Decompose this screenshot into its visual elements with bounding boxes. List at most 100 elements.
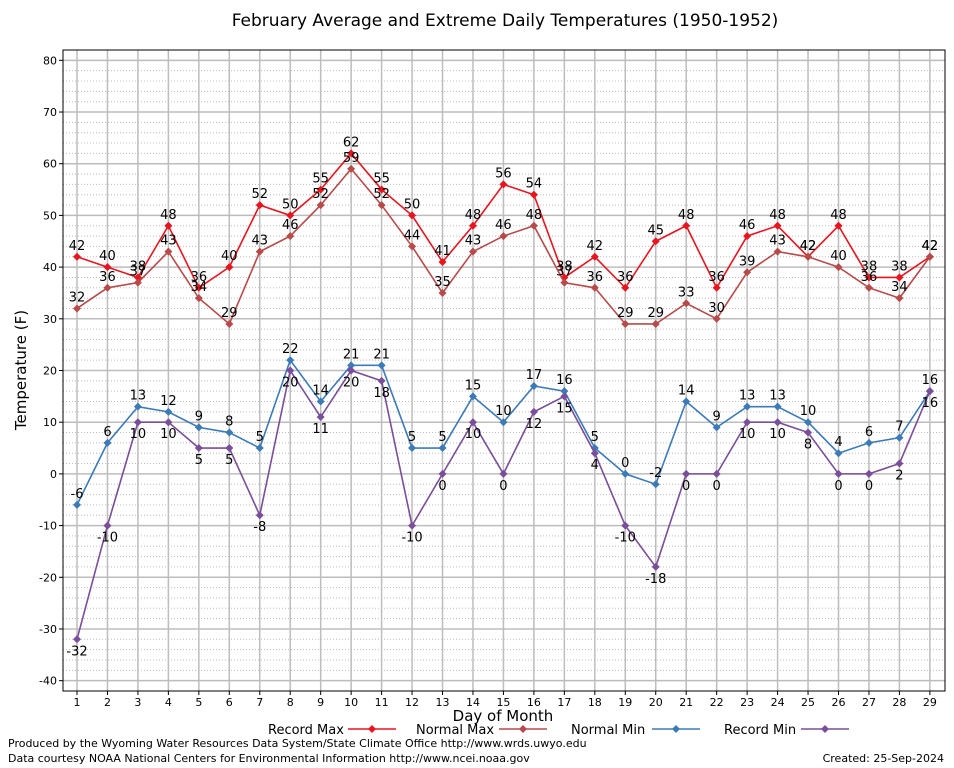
x-tick-label: 11: [375, 696, 389, 709]
chart-title: February Average and Extreme Daily Tempe…: [232, 11, 779, 31]
data-point: [682, 469, 691, 478]
data-label: 15: [465, 378, 482, 393]
data-point: [651, 237, 660, 246]
data-point: [804, 428, 813, 437]
data-label: 16: [922, 396, 939, 411]
legend-item-record-min: Record Min: [724, 723, 849, 738]
data-label: 15: [556, 401, 573, 416]
data-point: [529, 190, 538, 199]
data-point: [651, 480, 660, 489]
data-label: 10: [739, 427, 756, 442]
data-point: [347, 164, 356, 173]
data-label: 13: [769, 389, 786, 404]
data-label: 5: [256, 430, 264, 445]
x-tick-label: 1: [74, 696, 81, 709]
data-label: 38: [130, 259, 147, 274]
data-label: 0: [713, 479, 721, 494]
data-label: 12: [160, 394, 177, 409]
data-point: [194, 423, 203, 432]
data-point: [712, 423, 721, 432]
x-tick-label: 14: [466, 696, 480, 709]
data-point: [529, 382, 538, 391]
data-point: [651, 319, 660, 328]
data-label: 7: [895, 420, 903, 435]
data-label: 5: [225, 453, 233, 468]
data-label: 5: [438, 430, 446, 445]
data-point: [773, 247, 782, 256]
data-point: [621, 469, 630, 478]
y-tick-label: 60: [43, 158, 57, 171]
data-point: [164, 247, 173, 256]
x-tick-label: 19: [618, 696, 632, 709]
data-label: -2: [649, 466, 662, 481]
data-point: [377, 185, 386, 194]
data-point: [408, 521, 417, 530]
x-tick-label: 8: [287, 696, 294, 709]
legend-item-normal-min: Normal Min: [571, 723, 700, 738]
data-point: [834, 263, 843, 272]
data-point: [225, 428, 234, 437]
data-point: [316, 413, 325, 422]
y-axis-ticks: -40 -30 -20 -10 0 10 20 30 40 50 60 70 80: [39, 54, 63, 688]
data-point: [377, 376, 386, 385]
data-label: -8: [253, 520, 266, 535]
y-tick-label: -40: [39, 675, 57, 688]
y-tick-label: 50: [43, 209, 57, 222]
data-label: 8: [225, 415, 233, 430]
data-label: 36: [191, 270, 208, 285]
data-point: [743, 268, 752, 277]
x-tick-label: 5: [195, 696, 202, 709]
data-label: 13: [739, 389, 756, 404]
x-axis-ticks: 1 2 3 4 5 6 7 8 9 10 11 12 13 14 15 16 17 18 19 20 21 22 23 24 2…: [74, 691, 937, 709]
x-tick-label: 10: [344, 696, 358, 709]
data-point: [651, 562, 660, 571]
data-label: 48: [160, 208, 177, 223]
data-label: 2: [895, 469, 903, 484]
data-label: 13: [130, 389, 147, 404]
data-label: -32: [66, 644, 87, 659]
x-tick-label: 24: [771, 696, 785, 709]
data-label: 21: [373, 347, 390, 362]
x-tick-label: 9: [317, 696, 324, 709]
data-label: 56: [495, 166, 512, 181]
x-tick-label: 28: [892, 696, 906, 709]
y-tick-label: 30: [43, 313, 57, 326]
data-label: 37: [556, 265, 573, 280]
data-label: 17: [526, 368, 543, 383]
data-label: -6: [71, 487, 84, 502]
data-label: 4: [834, 435, 842, 450]
legend-marker: [672, 725, 680, 733]
data-point: [499, 232, 508, 241]
data-point: [255, 247, 264, 256]
data-label: 59: [343, 151, 360, 166]
data-label: 21: [343, 347, 360, 362]
data-point: [468, 247, 477, 256]
data-label: 22: [282, 342, 299, 357]
data-point: [194, 294, 203, 303]
data-point: [347, 149, 356, 158]
data-point: [194, 283, 203, 292]
data-point: [529, 221, 538, 230]
legend: Record Max Normal Max Normal Min Record Min: [268, 723, 849, 738]
y-tick-label: -10: [39, 520, 57, 533]
series-record-max: 42 40 38 48 36 40 52 50 55 62 55 50 41 48 56 54 38 42 36 45…: [69, 135, 938, 292]
data-label: 10: [465, 427, 482, 442]
data-label: 48: [769, 208, 786, 223]
data-label: 20: [282, 376, 299, 391]
data-label: 40: [830, 249, 847, 264]
data-point: [682, 397, 691, 406]
data-point: [255, 511, 264, 520]
legend-marker: [821, 725, 829, 733]
data-point: [864, 438, 873, 447]
data-point: [408, 242, 417, 251]
data-point: [925, 387, 934, 396]
data-point: [590, 283, 599, 292]
data-point: [621, 319, 630, 328]
data-label: 16: [922, 373, 939, 388]
y-tick-label: -30: [39, 623, 57, 636]
data-point: [438, 257, 447, 266]
data-point: [864, 273, 873, 282]
data-label: 9: [713, 409, 721, 424]
data-label: 12: [526, 417, 543, 432]
